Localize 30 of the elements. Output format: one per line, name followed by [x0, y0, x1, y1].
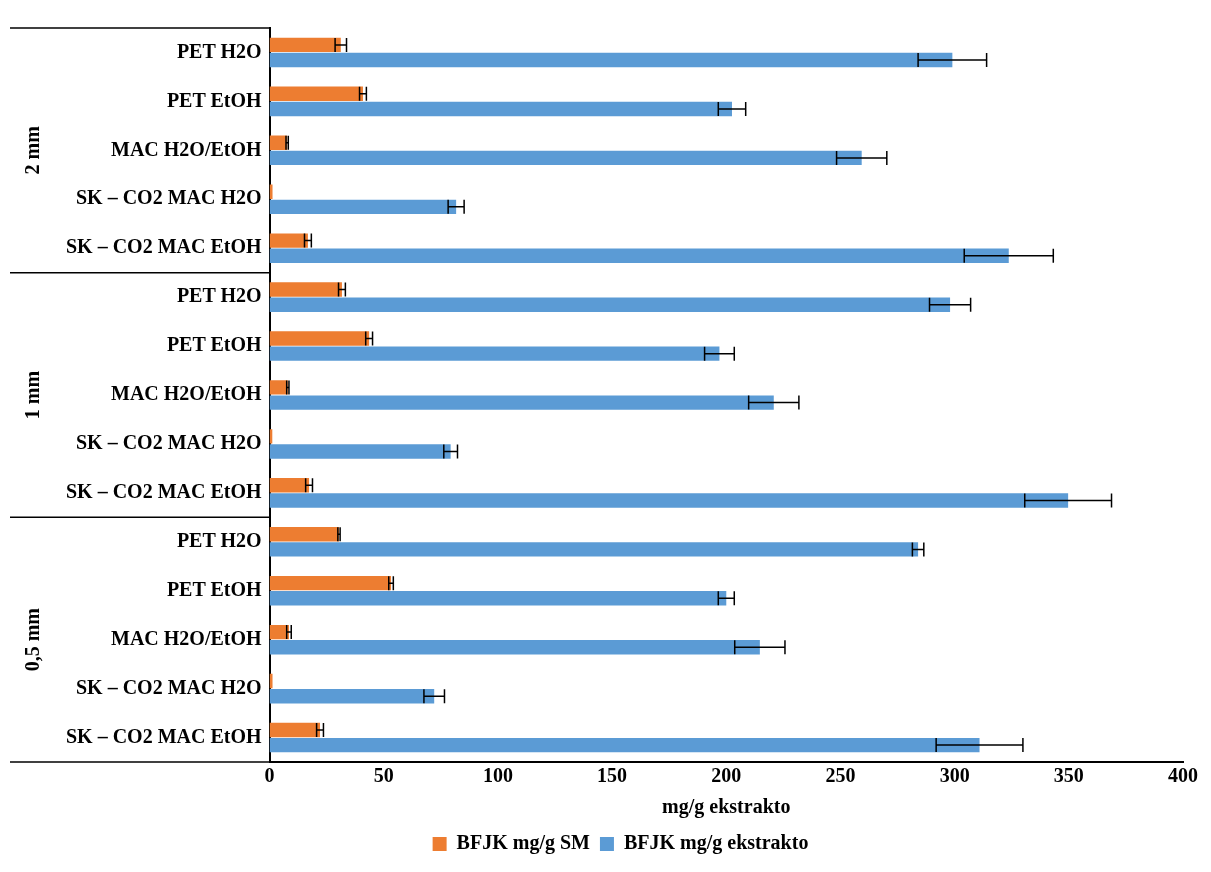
y-tick-label: MAC H2O/EtOH [111, 137, 262, 160]
y-tick-label: PET EtOH [166, 88, 262, 111]
x-tick-label: 300 [939, 764, 970, 787]
y-tick-label: PET H2O [176, 284, 262, 307]
text: 0,5 mm [21, 607, 44, 672]
x-tick-label: 200 [711, 764, 742, 787]
y-tick-label: SK – CO2 MAC EtOH [65, 480, 262, 503]
text: 2 mm [21, 125, 44, 175]
legend-label: BFJK mg/g SM [456, 831, 591, 855]
y-tick-label: SK – CO2 MAC EtOH [65, 724, 262, 747]
y-tick-label: SK – CO2 MAC H2O [75, 186, 262, 209]
y-tick-label: SK – CO2 MAC H2O [75, 675, 262, 698]
x-tick-label: 400 [1168, 764, 1198, 787]
y-tick-label: PET H2O [176, 39, 262, 62]
text: 1 mm [21, 370, 44, 420]
x-axis-title: mg/g ekstrakto [662, 795, 791, 819]
y-tick-label: MAC H2O/EtOH [111, 626, 262, 649]
y-tick-label: SK – CO2 MAC EtOH [65, 235, 262, 258]
y-tick-label: MAC H2O/EtOH [111, 382, 262, 405]
legend-label: BFJK mg/g ekstrakto [623, 831, 809, 855]
y-tick-label: SK – CO2 MAC H2O [75, 431, 262, 454]
x-tick-label: 50 [373, 764, 394, 787]
x-tick-label: 150 [597, 764, 628, 787]
x-tick-label: 250 [825, 764, 856, 787]
x-tick-label: 0 [264, 764, 275, 787]
y-tick-label: PET H2O [176, 528, 262, 551]
x-tick-label: 100 [482, 764, 513, 787]
x-tick-label: 350 [1053, 764, 1084, 787]
y-tick-label: PET EtOH [166, 333, 262, 356]
y-tick-label: PET EtOH [166, 577, 262, 600]
